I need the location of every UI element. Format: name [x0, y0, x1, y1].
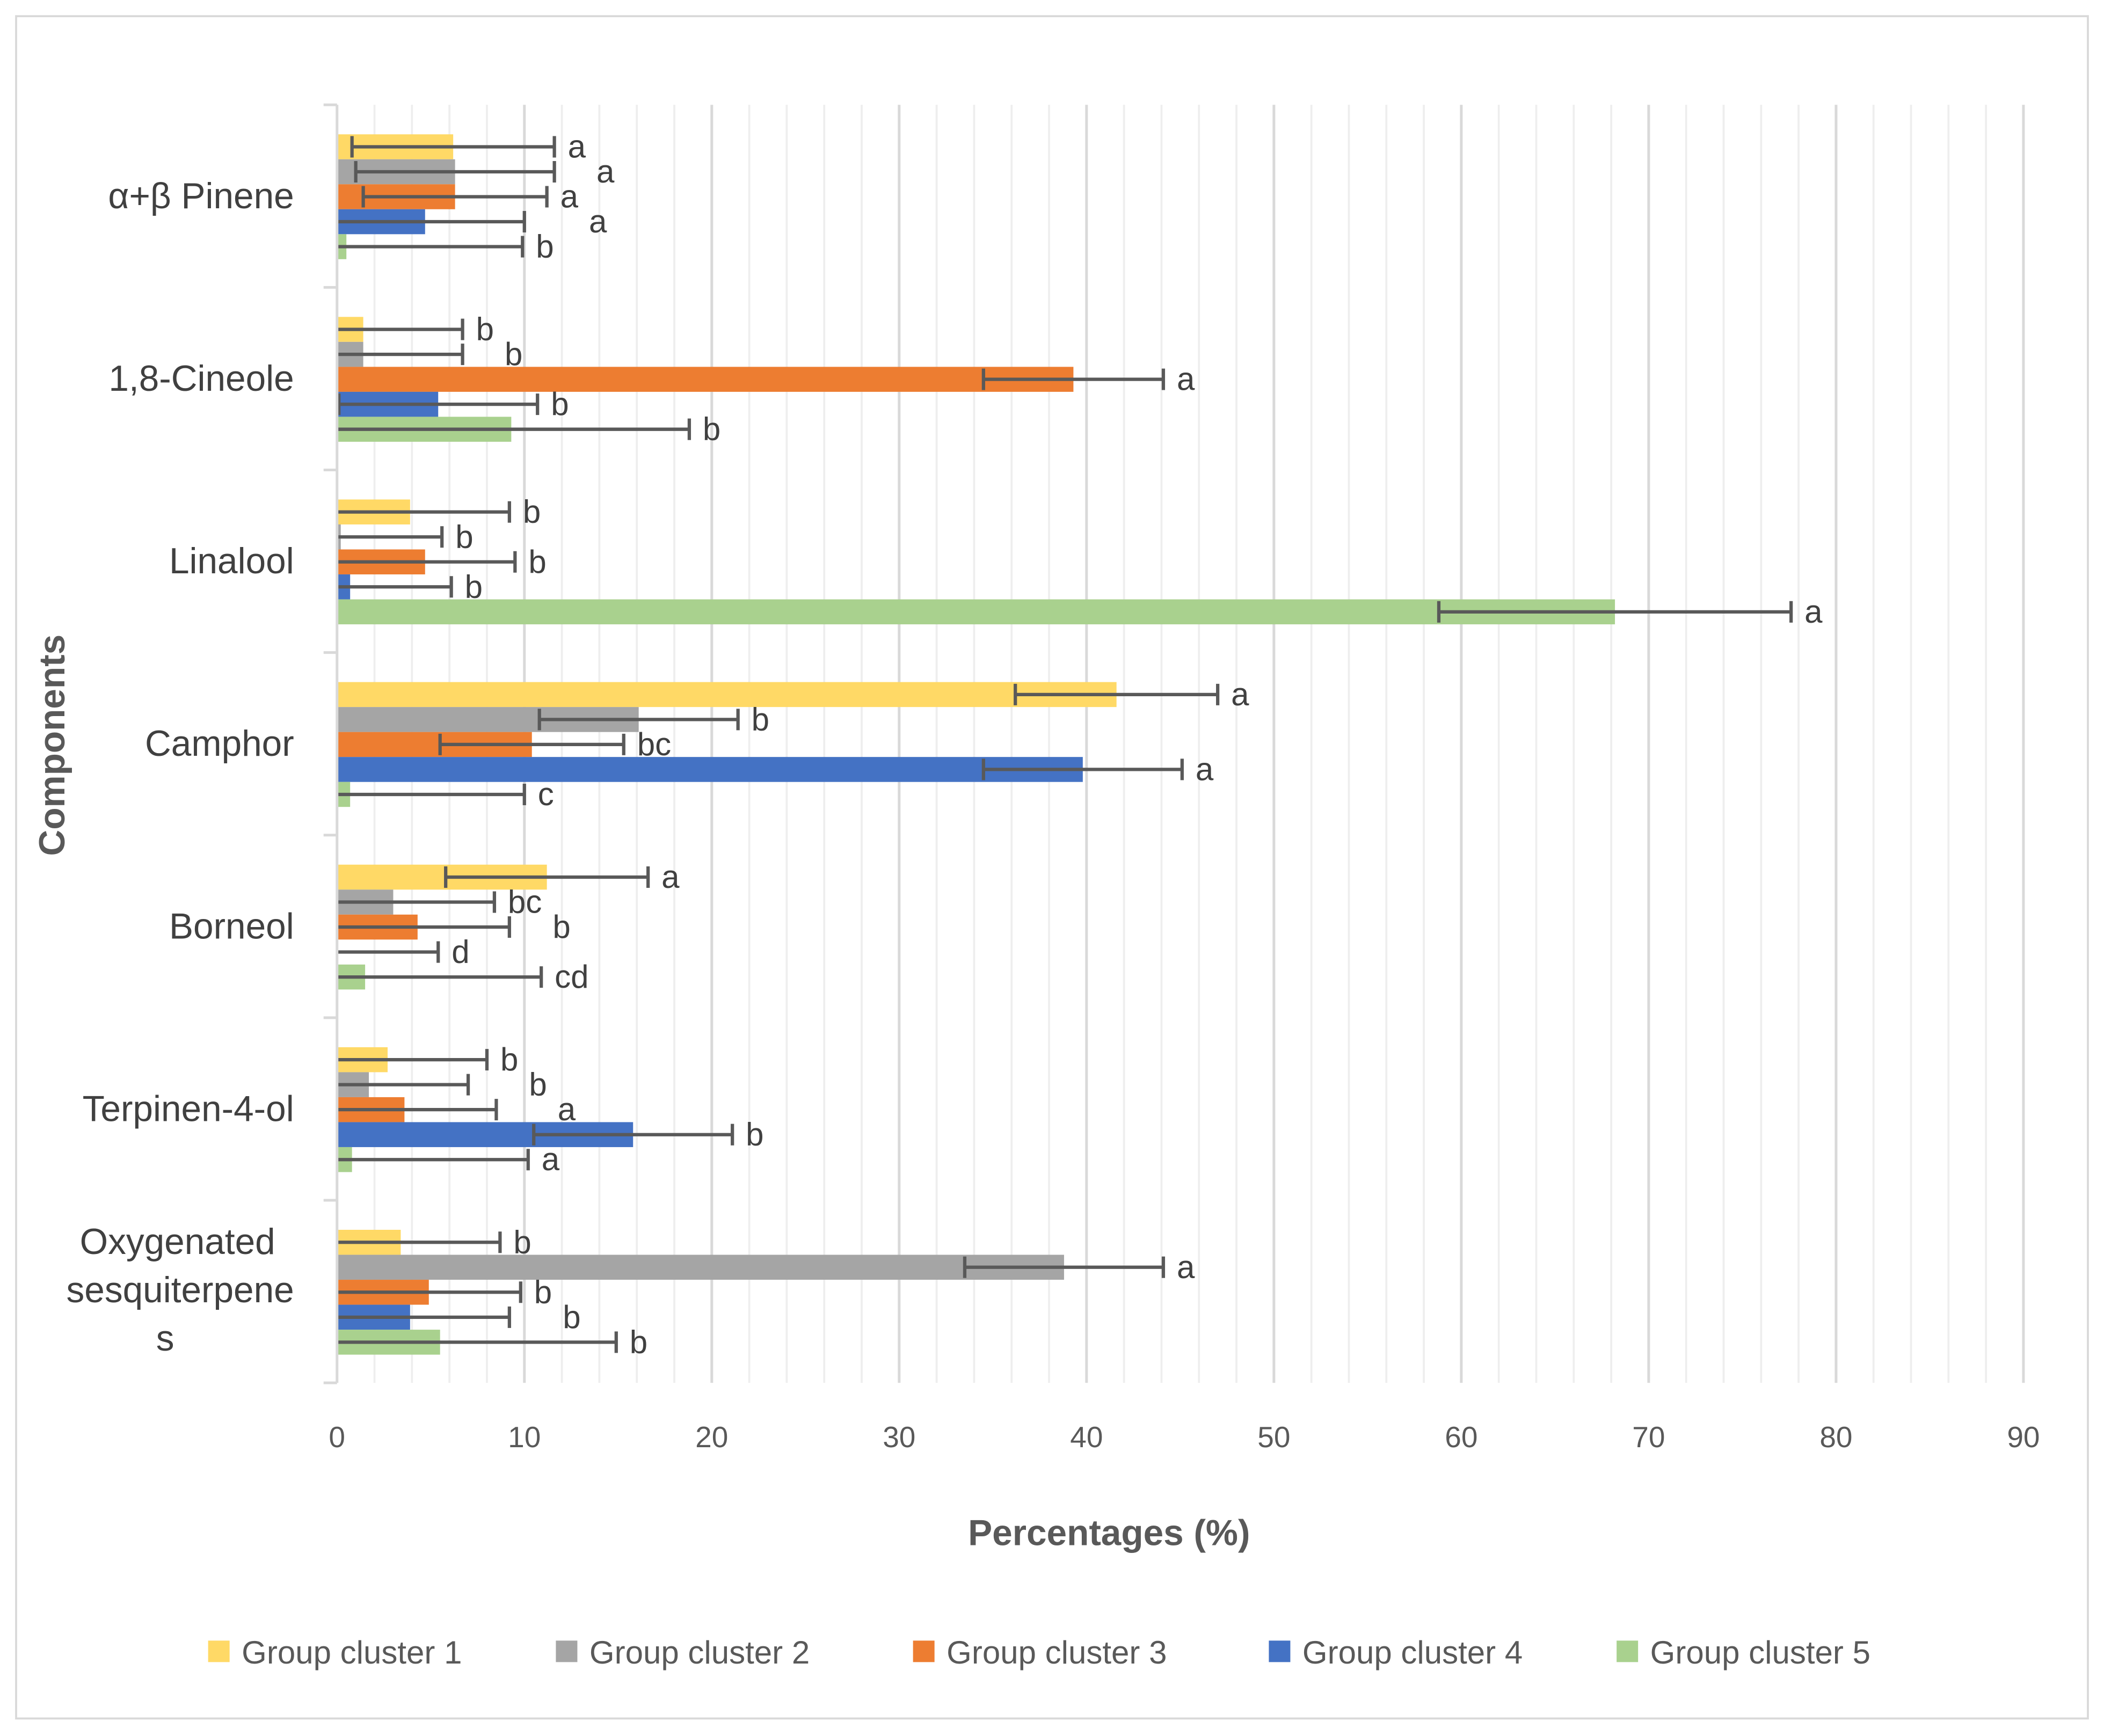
significance-label: a: [596, 154, 615, 189]
bar: [337, 682, 1117, 707]
axes: 0 10 20 30 40 50 60 70 80 90 α+β Pinene 1,8-Cineole…: [67, 103, 2040, 1454]
significance-label: cd: [555, 959, 588, 995]
significance-label: a: [542, 1141, 560, 1177]
x-tick-label: 30: [883, 1420, 915, 1454]
significance-label: d: [452, 934, 469, 970]
x-tick-label: 0: [329, 1420, 345, 1454]
significance-label: a: [1177, 1249, 1195, 1285]
significance-label: b: [536, 229, 554, 265]
legend-label: Group cluster 4: [1302, 1635, 1523, 1671]
bar: [337, 757, 1083, 782]
category-label: Terpinen-4-ol: [83, 1089, 294, 1129]
significance-label: bc: [508, 884, 542, 920]
x-tick-label: 50: [1257, 1420, 1290, 1454]
significance-label: b: [703, 411, 720, 447]
significance-label: b: [563, 1299, 580, 1335]
bar: [337, 1254, 1064, 1280]
significance-label: a: [1177, 361, 1195, 397]
significance-label: b: [523, 494, 541, 530]
significance-label: b: [476, 311, 494, 347]
significance-label: bc: [637, 726, 671, 762]
gridlines: [373, 105, 2025, 1383]
legend-swatch: [913, 1640, 935, 1662]
legend-swatch: [208, 1640, 230, 1662]
category-label: Camphor: [145, 724, 294, 764]
category-label: Oxygenated sesquiterpene s: [67, 1222, 294, 1359]
significance-label: a: [1196, 751, 1214, 787]
category-label: Linalool: [169, 541, 294, 581]
bar: [337, 367, 1074, 392]
significance-label: b: [551, 386, 569, 422]
chart-border: [15, 15, 2089, 1720]
significance-label: c: [538, 776, 554, 812]
bar: [337, 599, 1615, 625]
significance-label: b: [513, 1224, 531, 1260]
x-axis-title: Percentages (%): [968, 1513, 1250, 1553]
significance-label: b: [528, 544, 546, 580]
significance-label: b: [552, 909, 570, 945]
x-tick-label: 10: [508, 1420, 541, 1454]
legend-label: Group cluster 1: [242, 1635, 462, 1671]
significance-label: b: [465, 568, 483, 604]
y-axis-title: Components: [32, 634, 72, 856]
significance-label: a: [1804, 594, 1823, 630]
legend-label: Group cluster 3: [947, 1635, 1167, 1671]
significance-label: b: [505, 336, 522, 372]
x-tick-label: 40: [1070, 1420, 1103, 1454]
significance-label: a: [560, 179, 579, 215]
significance-label: a: [661, 859, 680, 895]
x-tick-label: 60: [1445, 1420, 1477, 1454]
significance-label: a: [558, 1091, 576, 1127]
x-tick-label: 20: [695, 1420, 728, 1454]
x-tick-label: 90: [2007, 1420, 2040, 1454]
legend: Group cluster 1 Group cluster 2 Group clus…: [208, 1635, 1870, 1671]
x-tick-label: 70: [1632, 1420, 1665, 1454]
significance-label: a: [1231, 676, 1249, 712]
significance-label: a: [589, 203, 607, 239]
category-label: α+β Pinene: [108, 176, 294, 216]
significance-label: b: [455, 519, 473, 555]
significance-label: a: [568, 128, 586, 164]
category-label: 1,8-Cineole: [108, 359, 294, 399]
significance-label: b: [752, 701, 769, 737]
significance-label: b: [529, 1067, 547, 1103]
legend-label: Group cluster 5: [1650, 1635, 1870, 1671]
significance-label: b: [746, 1117, 763, 1153]
legend-swatch: [556, 1640, 578, 1662]
significance-label: b: [630, 1324, 647, 1360]
x-tick-label: 80: [1819, 1420, 1852, 1454]
significance-label: b: [500, 1041, 518, 1077]
significance-label: b: [534, 1274, 552, 1310]
legend-label: Group cluster 2: [589, 1635, 810, 1671]
category-label: Borneol: [169, 906, 294, 946]
legend-swatch: [1269, 1640, 1291, 1662]
legend-swatch: [1617, 1640, 1639, 1662]
